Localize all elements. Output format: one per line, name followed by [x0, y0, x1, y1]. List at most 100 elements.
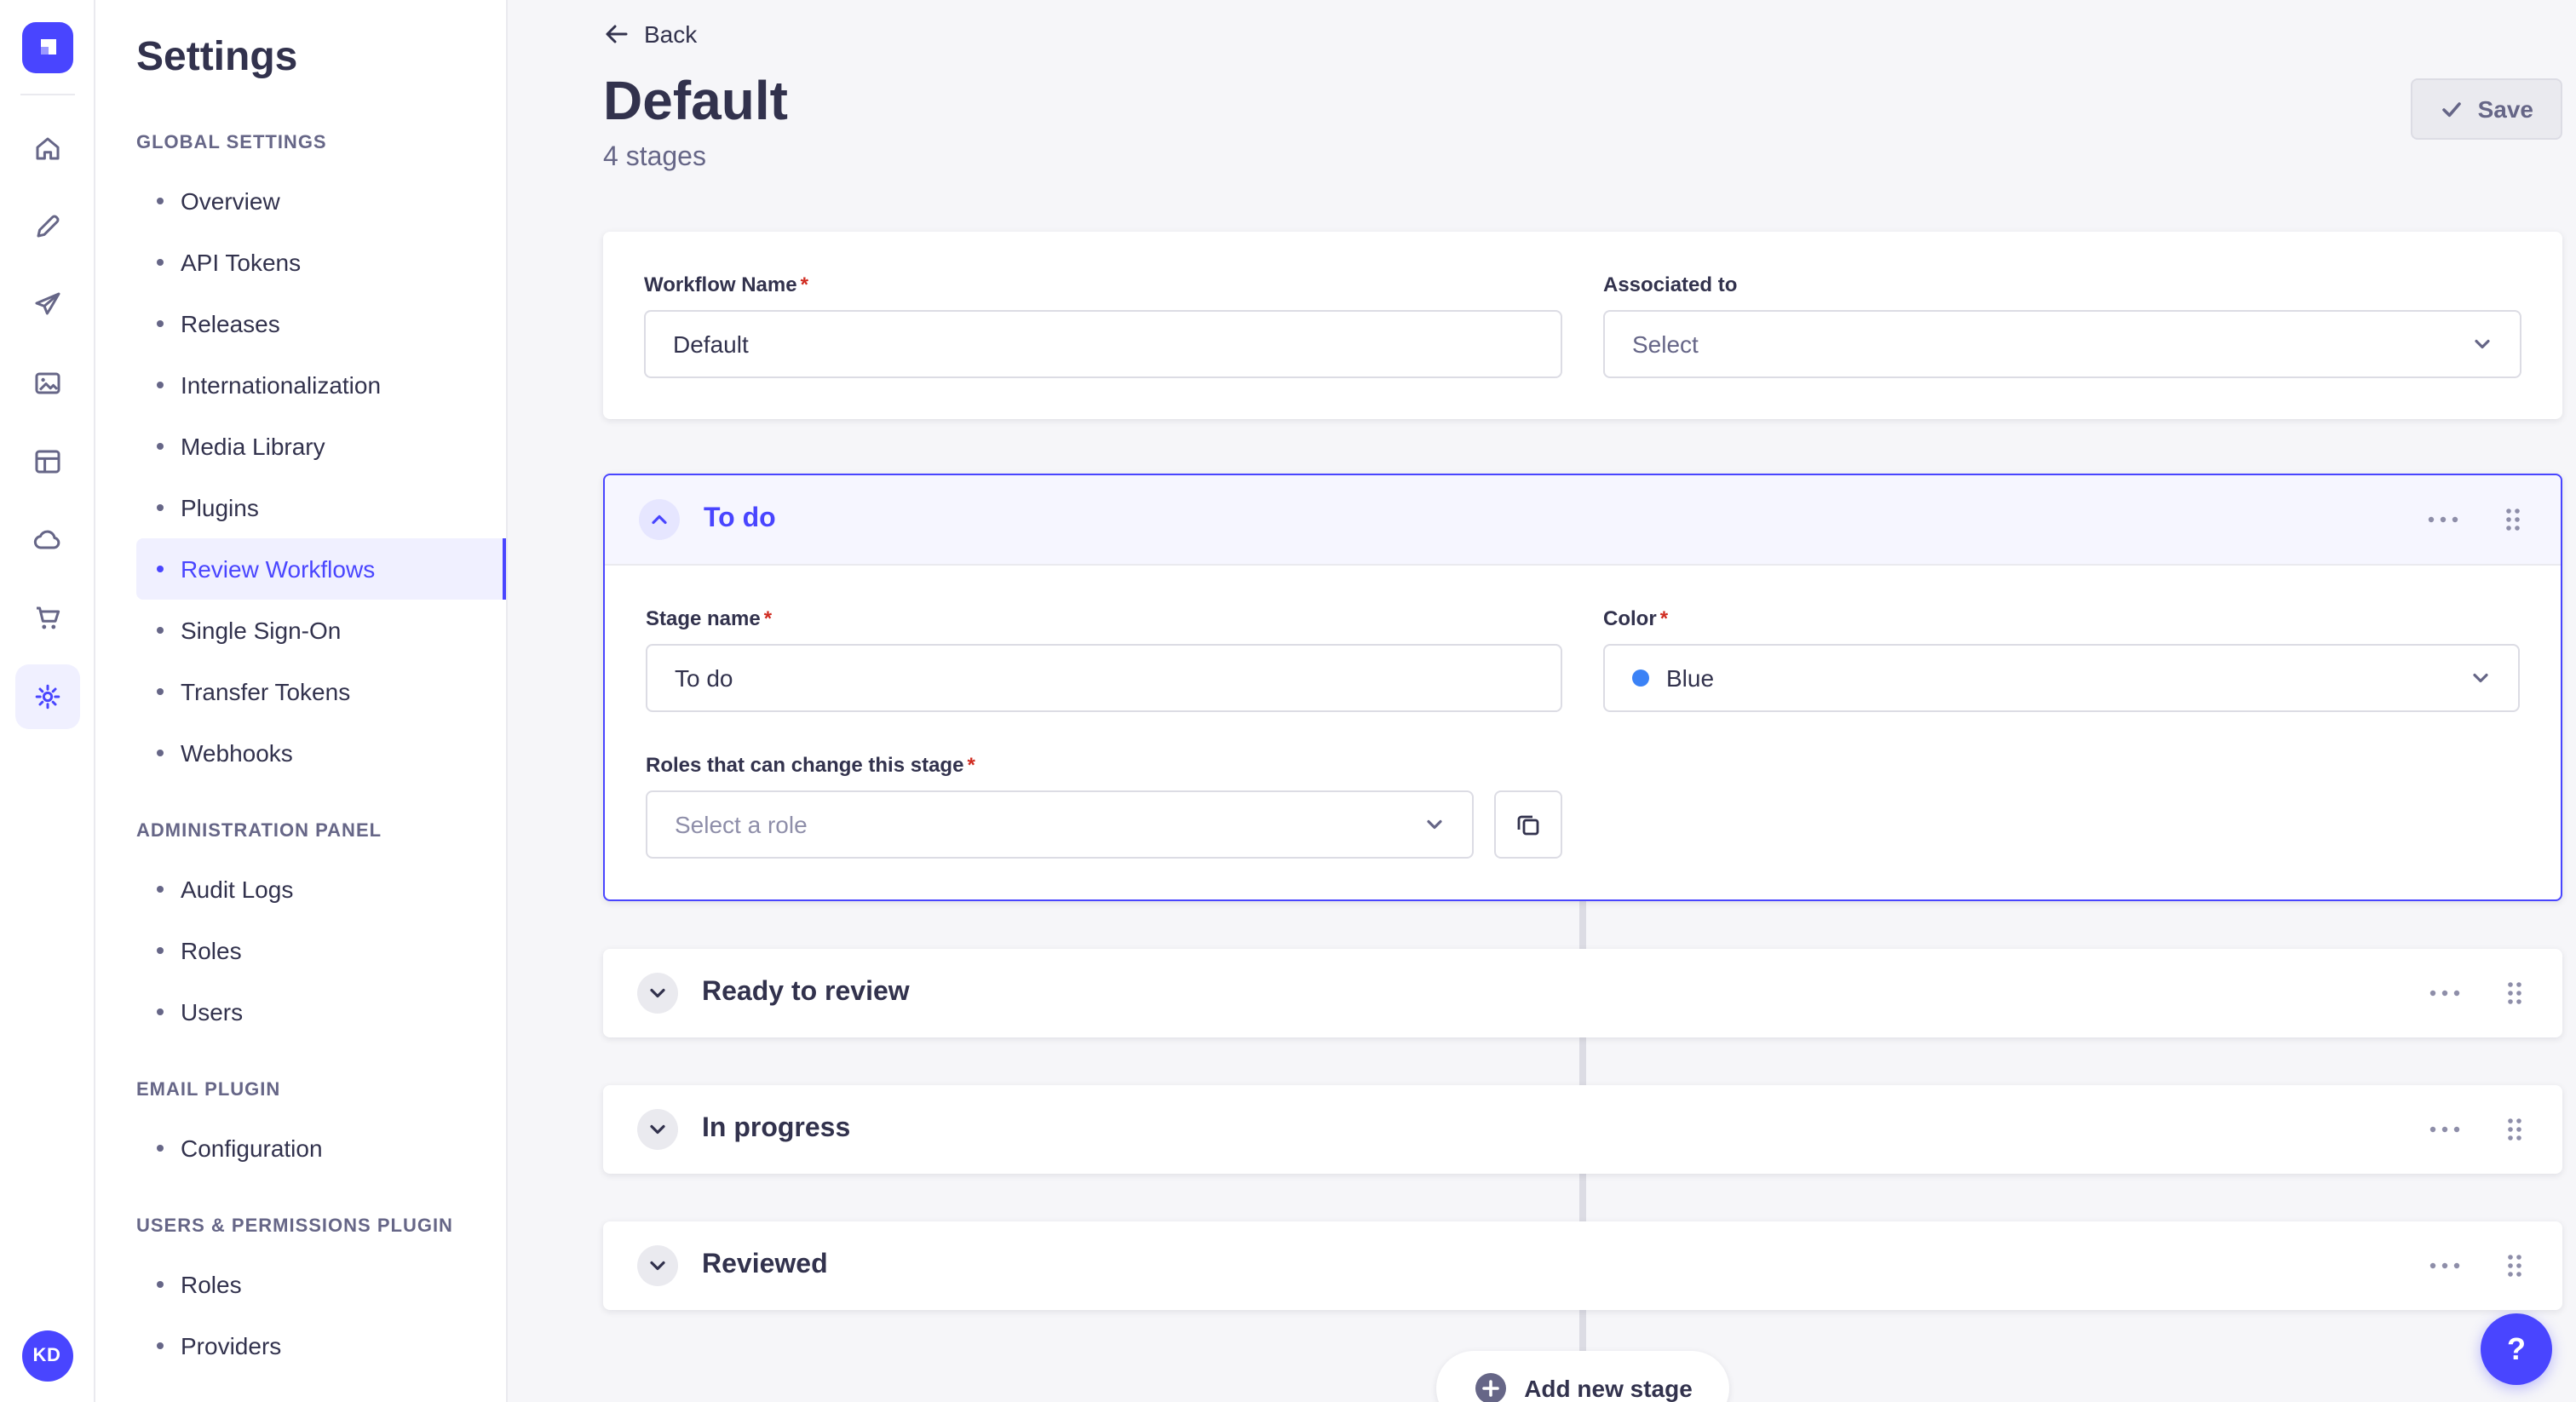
bullet-icon: [157, 259, 164, 266]
sidebar-item-review-workflows[interactable]: Review Workflows: [136, 538, 506, 600]
sidebar-item-up-roles[interactable]: Roles: [136, 1254, 506, 1315]
cart-icon[interactable]: [14, 586, 79, 651]
back-arrow-icon: [603, 20, 630, 48]
workflow-name-label: Workflow Name: [644, 273, 797, 297]
sidebar-item-transfer-tokens[interactable]: Transfer Tokens: [136, 661, 506, 722]
chevron-down-icon: [647, 1119, 668, 1140]
stage-options-button[interactable]: [2424, 513, 2462, 526]
paper-plane-icon[interactable]: [14, 273, 79, 337]
stage-options-button[interactable]: [2426, 1123, 2464, 1136]
roles-label: Roles that can change this stage: [646, 753, 964, 778]
workflow-name-input[interactable]: [644, 310, 1562, 379]
roles-select[interactable]: Select a role: [646, 790, 1474, 859]
media-image-icon[interactable]: [14, 351, 79, 416]
stage-name-input[interactable]: [646, 644, 1562, 713]
grip-dots-icon: [2508, 982, 2521, 1005]
stage-options-button[interactable]: [2426, 1259, 2464, 1273]
user-avatar[interactable]: KD: [21, 1330, 72, 1382]
stage-header-reviewed[interactable]: Reviewed: [603, 1221, 2562, 1310]
section-users-permissions-plugin: USERS & PERMISSIONS PLUGIN Roles Provide…: [95, 1216, 506, 1376]
bullet-icon: [157, 504, 164, 511]
sidebar-item-admin-users[interactable]: Users: [136, 981, 506, 1043]
stage-count: 4 stages: [603, 143, 706, 173]
section-email-plugin: EMAIL PLUGIN Configuration: [95, 1080, 506, 1179]
sidebar-item-webhooks[interactable]: Webhooks: [136, 722, 506, 784]
associated-to-value: Select: [1632, 330, 1699, 359]
stage-title: Reviewed: [702, 1250, 828, 1280]
bullet-icon: [157, 198, 164, 204]
chevron-down-icon: [647, 983, 668, 1003]
associated-to-select[interactable]: Select: [1603, 310, 2521, 379]
stages-list: To do Stage name *: [603, 474, 2562, 1402]
required-asterisk: *: [967, 753, 975, 778]
gear-icon[interactable]: [14, 664, 79, 729]
sidebar-item-overview[interactable]: Overview: [136, 170, 506, 232]
divider: [20, 94, 74, 95]
stage-roles-field: Roles that can change this stage * Selec…: [646, 753, 1562, 859]
stage-header-ready-to-review[interactable]: Ready to review: [603, 949, 2562, 1037]
stage-header-to-do[interactable]: To do: [605, 475, 2561, 566]
sidebar-item-plugins[interactable]: Plugins: [136, 477, 506, 538]
ellipsis-icon: [2428, 517, 2458, 523]
stage-drag-handle[interactable]: [2501, 976, 2528, 1010]
grip-dots-icon: [2506, 509, 2520, 531]
stage-options-button[interactable]: [2426, 986, 2464, 1000]
sidebar-item-email-configuration[interactable]: Configuration: [136, 1118, 506, 1179]
strapi-logo[interactable]: [21, 22, 72, 73]
color-value: Blue: [1666, 664, 1715, 692]
bullet-icon: [157, 443, 164, 450]
sidebar-item-internationalization[interactable]: Internationalization: [136, 354, 506, 416]
bullet-icon: [157, 886, 164, 893]
stage-drag-handle[interactable]: [2501, 1112, 2528, 1146]
settings-sidebar-title: Settings: [136, 34, 298, 80]
section-label: USERS & PERMISSIONS PLUGIN: [136, 1216, 453, 1237]
chevron-down-icon: [647, 1255, 668, 1276]
sidebar-item-audit-logs[interactable]: Audit Logs: [136, 859, 506, 920]
stage-header-in-progress[interactable]: In progress: [603, 1085, 2562, 1174]
bullet-icon: [157, 1145, 164, 1152]
cloud-icon[interactable]: [14, 508, 79, 572]
sidebar-item-up-providers[interactable]: Providers: [136, 1315, 506, 1376]
bullet-icon: [157, 566, 164, 572]
stage-card-to-do: To do Stage name *: [603, 474, 2562, 902]
bullet-icon: [157, 750, 164, 756]
save-button[interactable]: Save: [2411, 78, 2562, 140]
sidebar-item-releases[interactable]: Releases: [136, 293, 506, 354]
chevron-down-icon: [2472, 334, 2493, 354]
bullet-icon: [157, 688, 164, 695]
check-icon: [2441, 97, 2464, 121]
color-select[interactable]: Blue: [1603, 644, 2520, 713]
bullet-icon: [157, 1342, 164, 1349]
layout-icon[interactable]: [14, 429, 79, 494]
sidebar-item-admin-roles[interactable]: Roles: [136, 920, 506, 981]
stage-drag-handle[interactable]: [2501, 1249, 2528, 1283]
workflow-details-card: Workflow Name * Associated to Select: [603, 232, 2562, 420]
expand-stage-button[interactable]: [637, 1109, 678, 1151]
sidebar-item-single-sign-on[interactable]: Single Sign-On: [136, 600, 506, 661]
expand-stage-button[interactable]: [637, 1245, 678, 1287]
duplicate-stage-button[interactable]: [1494, 790, 1562, 859]
pen-icon[interactable]: [14, 194, 79, 259]
collapse-stage-button[interactable]: [639, 499, 680, 541]
ellipsis-icon: [2429, 1263, 2460, 1269]
expand-stage-button[interactable]: [637, 973, 678, 1014]
add-new-stage-button[interactable]: Add new stage: [1435, 1351, 1730, 1402]
section-label: GLOBAL SETTINGS: [136, 133, 327, 153]
stage-drag-handle[interactable]: [2499, 503, 2527, 537]
sidebar-item-api-tokens[interactable]: API Tokens: [136, 232, 506, 293]
color-swatch-blue: [1632, 669, 1649, 687]
section-administration-panel: ADMINISTRATION PANEL Audit Logs Roles Us…: [95, 821, 506, 1043]
save-label: Save: [2477, 95, 2533, 123]
section-label: EMAIL PLUGIN: [136, 1080, 281, 1100]
help-button[interactable]: ?: [2481, 1313, 2552, 1385]
bullet-icon: [157, 947, 164, 954]
sidebar-item-media-library[interactable]: Media Library: [136, 416, 506, 477]
bullet-icon: [157, 320, 164, 327]
required-asterisk: *: [763, 606, 773, 631]
bullet-icon: [157, 1281, 164, 1288]
page-header: Default 4 stages Save: [603, 71, 2562, 174]
back-link[interactable]: Back: [603, 20, 697, 48]
home-icon[interactable]: [14, 116, 79, 181]
add-stage-row: Add new stage: [603, 1351, 2562, 1402]
